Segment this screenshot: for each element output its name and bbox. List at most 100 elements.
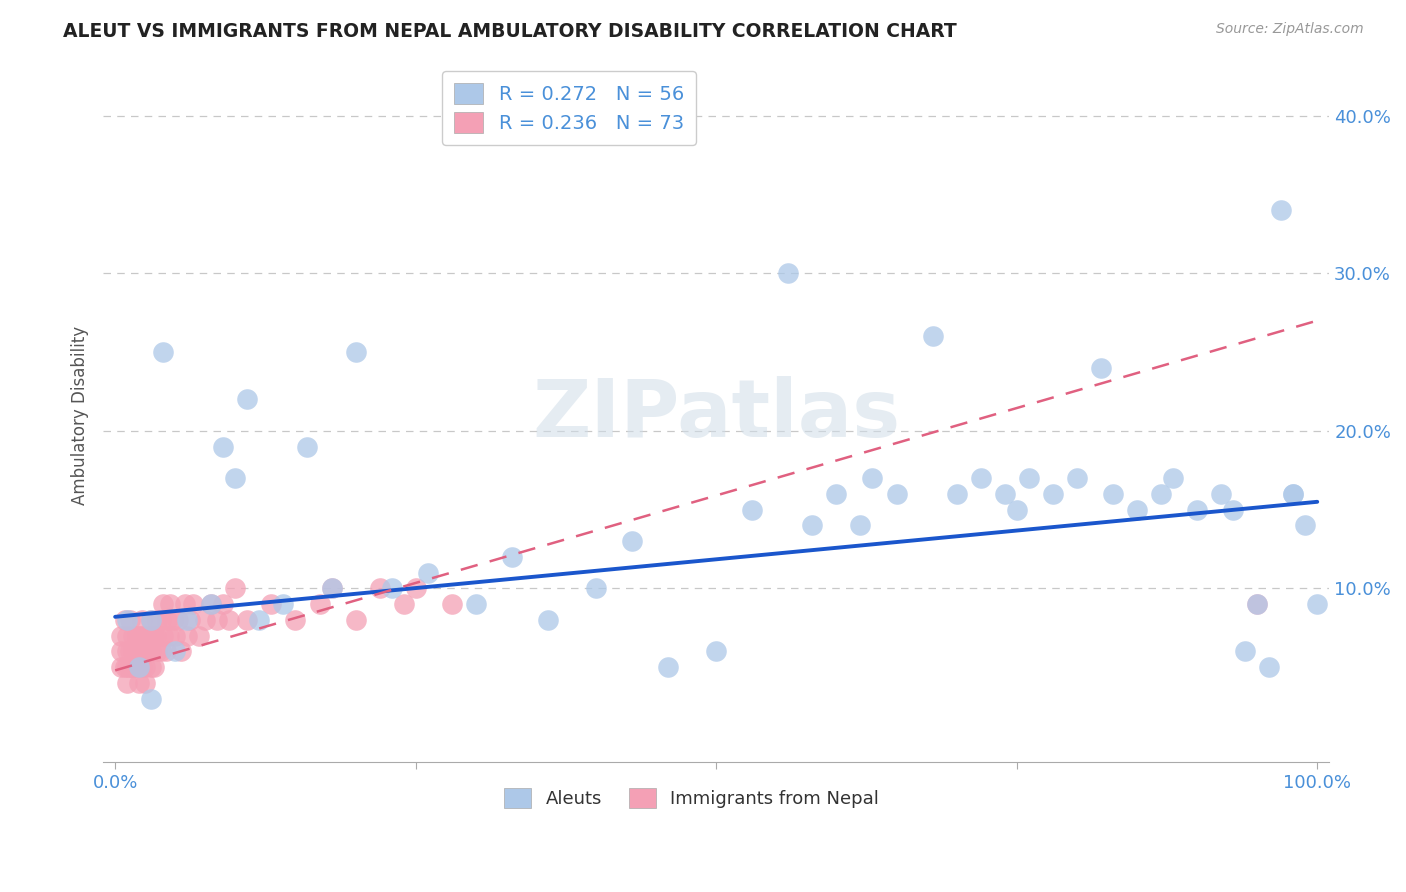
Point	[122, 660, 145, 674]
Point	[1294, 518, 1316, 533]
Point	[778, 266, 800, 280]
Point	[141, 691, 163, 706]
Point	[156, 613, 179, 627]
Point	[994, 487, 1017, 501]
Point	[165, 629, 187, 643]
Point	[166, 613, 188, 627]
Point	[162, 613, 184, 627]
Point	[1246, 597, 1268, 611]
Point	[862, 471, 884, 485]
Point	[118, 660, 141, 674]
Point	[224, 582, 246, 596]
Point	[141, 644, 163, 658]
Point	[969, 471, 991, 485]
Point	[344, 345, 367, 359]
Point	[801, 518, 824, 533]
Point	[128, 629, 150, 643]
Point	[297, 440, 319, 454]
Point	[1222, 502, 1244, 516]
Point	[200, 597, 222, 611]
Point	[921, 329, 943, 343]
Point	[741, 502, 763, 516]
Point	[368, 582, 391, 596]
Point	[181, 597, 204, 611]
Point	[134, 644, 156, 658]
Point	[1306, 597, 1329, 611]
Point	[149, 613, 172, 627]
Point	[247, 613, 270, 627]
Point	[405, 582, 427, 596]
Point	[621, 534, 644, 549]
Point	[128, 660, 150, 674]
Point	[1270, 203, 1292, 218]
Point	[585, 582, 607, 596]
Point	[152, 629, 174, 643]
Point	[1042, 487, 1064, 501]
Point	[945, 487, 967, 501]
Point	[200, 597, 222, 611]
Point	[125, 660, 148, 674]
Point	[218, 613, 240, 627]
Point	[141, 660, 163, 674]
Point	[176, 613, 198, 627]
Point	[188, 629, 211, 643]
Point	[1161, 471, 1184, 485]
Point	[212, 440, 235, 454]
Point	[416, 566, 439, 580]
Text: ZIPatlas: ZIPatlas	[531, 376, 900, 454]
Point	[142, 660, 165, 674]
Point	[131, 660, 153, 674]
Point	[114, 660, 136, 674]
Point	[284, 613, 307, 627]
Point	[260, 597, 283, 611]
Y-axis label: Ambulatory Disability: Ambulatory Disability	[72, 326, 89, 505]
Point	[115, 629, 138, 643]
Point	[152, 345, 174, 359]
Point	[1066, 471, 1088, 485]
Point	[128, 676, 150, 690]
Point	[273, 597, 295, 611]
Point	[128, 644, 150, 658]
Point	[1246, 597, 1268, 611]
Text: ALEUT VS IMMIGRANTS FROM NEPAL AMBULATORY DISABILITY CORRELATION CHART: ALEUT VS IMMIGRANTS FROM NEPAL AMBULATOR…	[63, 22, 957, 41]
Point	[170, 644, 193, 658]
Point	[138, 629, 160, 643]
Point	[115, 660, 138, 674]
Point	[1209, 487, 1232, 501]
Point	[157, 629, 180, 643]
Point	[704, 644, 727, 658]
Point	[131, 629, 153, 643]
Point	[141, 613, 163, 627]
Point	[122, 629, 145, 643]
Point	[115, 644, 138, 658]
Point	[128, 660, 150, 674]
Point	[141, 613, 163, 627]
Point	[464, 597, 486, 611]
Point	[1102, 487, 1125, 501]
Point	[134, 676, 156, 690]
Point	[236, 613, 259, 627]
Point	[392, 597, 415, 611]
Text: Source: ZipAtlas.com: Source: ZipAtlas.com	[1216, 22, 1364, 37]
Point	[176, 629, 198, 643]
Point	[886, 487, 908, 501]
Point	[1005, 502, 1028, 516]
Point	[1090, 360, 1112, 375]
Point	[118, 613, 141, 627]
Point	[537, 613, 560, 627]
Point	[146, 644, 169, 658]
Point	[308, 597, 330, 611]
Point	[321, 582, 343, 596]
Point	[224, 471, 246, 485]
Point	[825, 487, 848, 501]
Point	[142, 629, 165, 643]
Point	[344, 613, 367, 627]
Point	[381, 582, 404, 596]
Point	[149, 644, 172, 658]
Point	[110, 644, 132, 658]
Point	[118, 644, 141, 658]
Point	[114, 613, 136, 627]
Point	[134, 660, 156, 674]
Point	[146, 613, 169, 627]
Point	[1234, 644, 1257, 658]
